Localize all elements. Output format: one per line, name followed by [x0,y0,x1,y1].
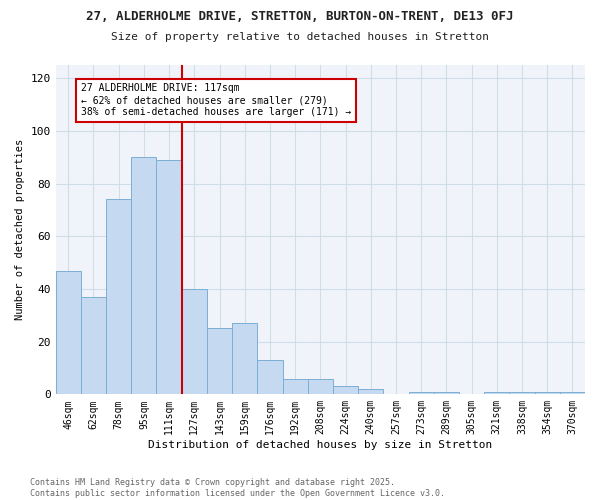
Bar [409,392,434,394]
Bar [257,360,283,394]
Bar [509,392,535,394]
Bar [157,160,182,394]
X-axis label: Distribution of detached houses by size in Stretton: Distribution of detached houses by size … [148,440,493,450]
Bar [182,289,207,395]
Text: 27, ALDERHOLME DRIVE, STRETTON, BURTON-ON-TRENT, DE13 0FJ: 27, ALDERHOLME DRIVE, STRETTON, BURTON-O… [86,10,514,23]
Bar [81,297,106,394]
Bar [283,378,308,394]
Bar [106,200,131,394]
Y-axis label: Number of detached properties: Number of detached properties [15,139,25,320]
Bar [232,323,257,394]
Text: Contains HM Land Registry data © Crown copyright and database right 2025.
Contai: Contains HM Land Registry data © Crown c… [30,478,445,498]
Bar [434,392,459,394]
Bar [308,378,333,394]
Bar [56,270,81,394]
Text: Size of property relative to detached houses in Stretton: Size of property relative to detached ho… [111,32,489,42]
Bar [333,386,358,394]
Bar [207,328,232,394]
Bar [484,392,509,394]
Bar [535,392,560,394]
Bar [358,389,383,394]
Bar [560,392,585,394]
Text: 27 ALDERHOLME DRIVE: 117sqm
← 62% of detached houses are smaller (279)
38% of se: 27 ALDERHOLME DRIVE: 117sqm ← 62% of det… [81,84,351,116]
Bar [131,157,157,394]
